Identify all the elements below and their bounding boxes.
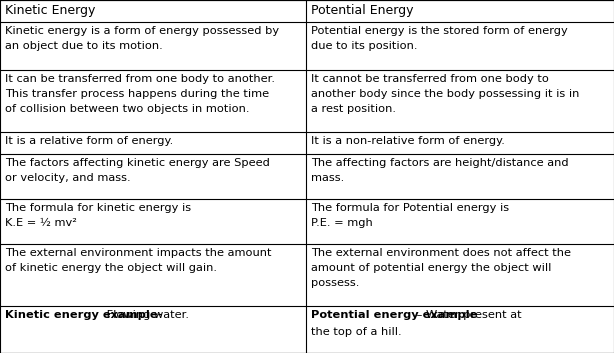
Text: Kinetic Energy: Kinetic Energy (5, 4, 95, 17)
Text: It is a relative form of energy.: It is a relative form of energy. (5, 136, 173, 146)
Text: The external environment impacts the amount
of kinetic energy the object will ga: The external environment impacts the amo… (5, 248, 271, 273)
Text: Kinetic energy example-: Kinetic energy example- (5, 310, 162, 320)
Text: It cannot be transferred from one body to
another body since the body possessing: It cannot be transferred from one body t… (311, 74, 580, 114)
Text: Flowing water.: Flowing water. (103, 310, 189, 320)
Text: Potential energy is the stored form of energy
due to its position.: Potential energy is the stored form of e… (311, 26, 568, 51)
Text: The factors affecting kinetic energy are Speed
or velocity, and mass.: The factors affecting kinetic energy are… (5, 158, 270, 183)
Text: It is a non-relative form of energy.: It is a non-relative form of energy. (311, 136, 505, 146)
Text: The affecting factors are height/distance and
mass.: The affecting factors are height/distanc… (311, 158, 569, 183)
Text: Potential energy example: Potential energy example (311, 310, 478, 320)
Text: The formula for kinetic energy is
K.E = ½ mv²: The formula for kinetic energy is K.E = … (5, 203, 191, 228)
Text: The formula for Potential energy is
P.E. = mgh: The formula for Potential energy is P.E.… (311, 203, 509, 228)
Text: It can be transferred from one body to another.
This transfer process happens du: It can be transferred from one body to a… (5, 74, 275, 114)
Text: Kinetic energy is a form of energy possessed by
an object due to its motion.: Kinetic energy is a form of energy posse… (5, 26, 279, 51)
Text: the top of a hill.: the top of a hill. (311, 328, 402, 337)
Text: – Water present at: – Water present at (413, 310, 522, 320)
Text: The external environment does not affect the
amount of potential energy the obje: The external environment does not affect… (311, 248, 571, 288)
Text: Potential Energy: Potential Energy (311, 4, 413, 17)
